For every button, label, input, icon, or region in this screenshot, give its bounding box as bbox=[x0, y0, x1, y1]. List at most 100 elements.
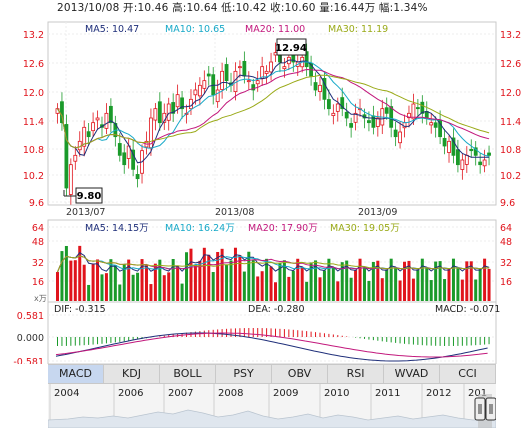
candlestick bbox=[211, 74, 216, 96]
candlestick bbox=[238, 66, 242, 69]
candlestick bbox=[149, 117, 153, 149]
candlestick bbox=[180, 97, 184, 110]
volume-bar bbox=[354, 270, 358, 301]
price-axis-label-right: 10.2 bbox=[500, 171, 521, 182]
volume-bar bbox=[64, 245, 68, 301]
volume-bar bbox=[349, 277, 353, 301]
price-axis-label-left: 11.4 bbox=[23, 117, 44, 128]
candlestick bbox=[322, 77, 327, 100]
macd-axis-label: -0.581 bbox=[13, 357, 44, 364]
candlestick bbox=[451, 137, 456, 156]
volume-bar bbox=[189, 248, 193, 301]
date-axis-label: 2013/09 bbox=[358, 207, 397, 218]
candlestick bbox=[353, 112, 358, 123]
volume-axis-label-left: 48 bbox=[32, 237, 44, 248]
candlestick bbox=[478, 161, 483, 166]
price-axis-label-left: 10.8 bbox=[23, 145, 44, 156]
volume-bar bbox=[278, 262, 282, 301]
macd-panel-frame bbox=[47, 301, 497, 364]
candlestick bbox=[398, 131, 402, 144]
candlestick bbox=[344, 111, 349, 119]
timeline-year-label: 2010 bbox=[324, 388, 349, 399]
tab-macd[interactable]: MACD bbox=[48, 365, 104, 383]
volume-bar bbox=[220, 248, 224, 301]
volume-bar bbox=[309, 262, 313, 301]
volume-axis-label-right: 64 bbox=[500, 223, 512, 234]
volume-ma-legend-label: MA20: 17.90万 bbox=[248, 223, 318, 234]
range-handle-right[interactable] bbox=[485, 397, 496, 421]
volume-bar bbox=[327, 258, 331, 301]
ma-legend-label: MA10: 10.65 bbox=[165, 24, 225, 35]
timeline-history-area bbox=[48, 409, 496, 428]
volume-bar bbox=[456, 268, 460, 301]
volume-bar bbox=[256, 276, 260, 301]
volume-bar bbox=[78, 245, 82, 301]
volume-bar bbox=[167, 272, 171, 301]
volume-bar bbox=[251, 260, 255, 301]
price-axis-label-right: 13.2 bbox=[500, 30, 521, 41]
volume-bar bbox=[291, 270, 295, 301]
volume-bar bbox=[162, 275, 166, 301]
tab-wvad[interactable]: WVAD bbox=[384, 365, 440, 383]
volume-bar bbox=[193, 264, 197, 301]
tab-obv[interactable]: OBV bbox=[272, 365, 328, 383]
candlestick bbox=[206, 73, 211, 77]
volume-bar bbox=[371, 261, 375, 301]
moving-average-line bbox=[57, 59, 490, 164]
volume-bar bbox=[96, 259, 100, 301]
candlestick bbox=[117, 143, 122, 156]
candlestick bbox=[197, 84, 202, 97]
volume-bar bbox=[118, 284, 122, 301]
candlestick bbox=[64, 124, 69, 189]
candlestick bbox=[166, 103, 171, 121]
tab-kdj[interactable]: KDJ bbox=[104, 365, 160, 383]
volume-bar bbox=[144, 265, 148, 301]
volume-bar bbox=[416, 269, 420, 301]
volume-bar bbox=[82, 264, 86, 301]
volume-axis-label-right: 48 bbox=[500, 237, 512, 248]
volume-bar bbox=[109, 259, 113, 301]
tab-psy[interactable]: PSY bbox=[216, 365, 272, 383]
candlestick bbox=[420, 101, 425, 114]
macd-axis-label: 0.581 bbox=[17, 311, 44, 322]
date-axis-label: 2013/08 bbox=[215, 207, 254, 218]
price-axis-label-right: 12.6 bbox=[500, 59, 521, 70]
candlestick bbox=[157, 101, 162, 124]
candlestick bbox=[326, 99, 331, 110]
macd-axis-label: 0.000 bbox=[17, 333, 44, 344]
volume-bar bbox=[447, 268, 451, 301]
volume-bar bbox=[460, 279, 464, 301]
tab-boll[interactable]: BOLL bbox=[160, 365, 216, 383]
price-axis-label-right: 11.4 bbox=[500, 117, 521, 128]
candlestick bbox=[189, 98, 193, 110]
volume-bar bbox=[318, 277, 322, 301]
price-axis-label-left: 12.6 bbox=[23, 59, 44, 70]
volume-bar bbox=[69, 260, 73, 301]
volume-bar bbox=[136, 272, 140, 301]
candlestick bbox=[264, 70, 269, 74]
volume-bar bbox=[398, 280, 402, 301]
volume-bar bbox=[305, 281, 309, 301]
candlestick bbox=[175, 94, 180, 108]
timeline-year-label: 2012 bbox=[426, 388, 451, 399]
volume-bar bbox=[465, 261, 469, 301]
range-handle-left[interactable] bbox=[474, 397, 486, 421]
candlestick bbox=[242, 60, 247, 77]
timeline-navigator[interactable]: 2004 2006 2007 2008 2009 2010 2011 2012 201 bbox=[48, 384, 496, 428]
candlestick bbox=[433, 122, 438, 128]
tab-cci[interactable]: CCI bbox=[440, 365, 496, 383]
candlestick bbox=[68, 164, 73, 195]
stock-chart: 13.2 12.6 12.0 11.4 10.8 10.2 9.6 13.2 12.6 12.0… bbox=[13, 21, 521, 364]
macd-dif-line bbox=[55, 332, 488, 362]
volume-axis-label-left: 16 bbox=[32, 277, 44, 288]
candlestick bbox=[473, 147, 478, 156]
volume-bar bbox=[362, 267, 366, 301]
volume-bar bbox=[113, 265, 117, 301]
candlestick bbox=[73, 154, 78, 162]
tab-rsi[interactable]: RSI bbox=[328, 365, 384, 383]
volume-bar bbox=[300, 266, 304, 301]
volume-axis-label-left: 32 bbox=[32, 258, 44, 269]
volume-bar bbox=[274, 282, 277, 301]
candlestick bbox=[331, 112, 336, 116]
volume-bar bbox=[478, 268, 482, 301]
